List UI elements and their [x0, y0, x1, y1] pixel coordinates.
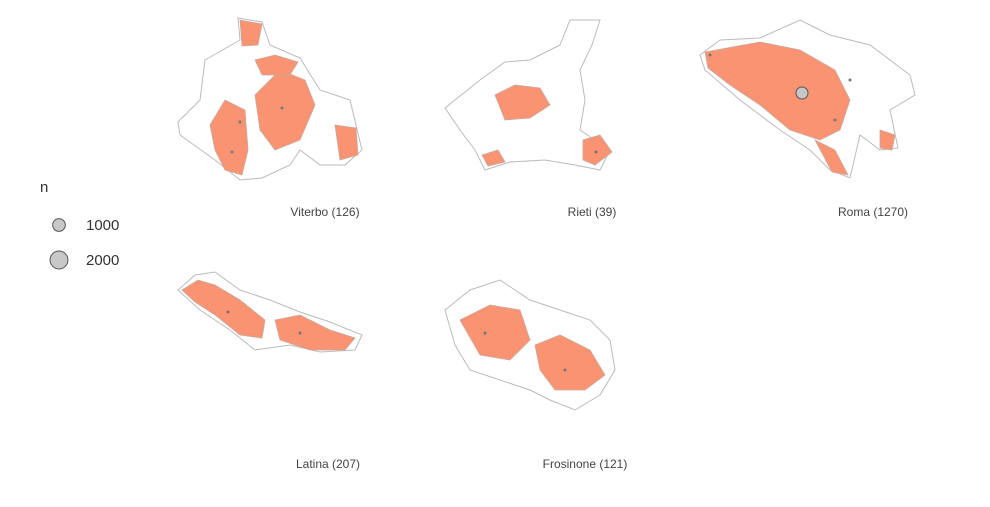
panel-label: Frosinone (121)	[543, 457, 628, 471]
map-frosinone	[444, 279, 616, 411]
legend-label: 1000	[86, 217, 119, 234]
legend-title: n	[40, 179, 48, 196]
map-roma	[699, 19, 916, 179]
map-viterbo	[177, 17, 363, 181]
legend-key	[52, 218, 66, 232]
legend: n 1000 2000	[40, 179, 119, 270]
map-rieti	[444, 19, 613, 171]
map-latina	[177, 271, 363, 353]
panel-label: Rieti (39)	[568, 205, 617, 219]
panel-label: Latina (207)	[296, 457, 360, 471]
legend-label: 2000	[86, 252, 119, 269]
panel-label: Roma (1270)	[838, 205, 908, 219]
legend-key	[49, 250, 69, 270]
panel-label: Viterbo (126)	[290, 205, 359, 219]
